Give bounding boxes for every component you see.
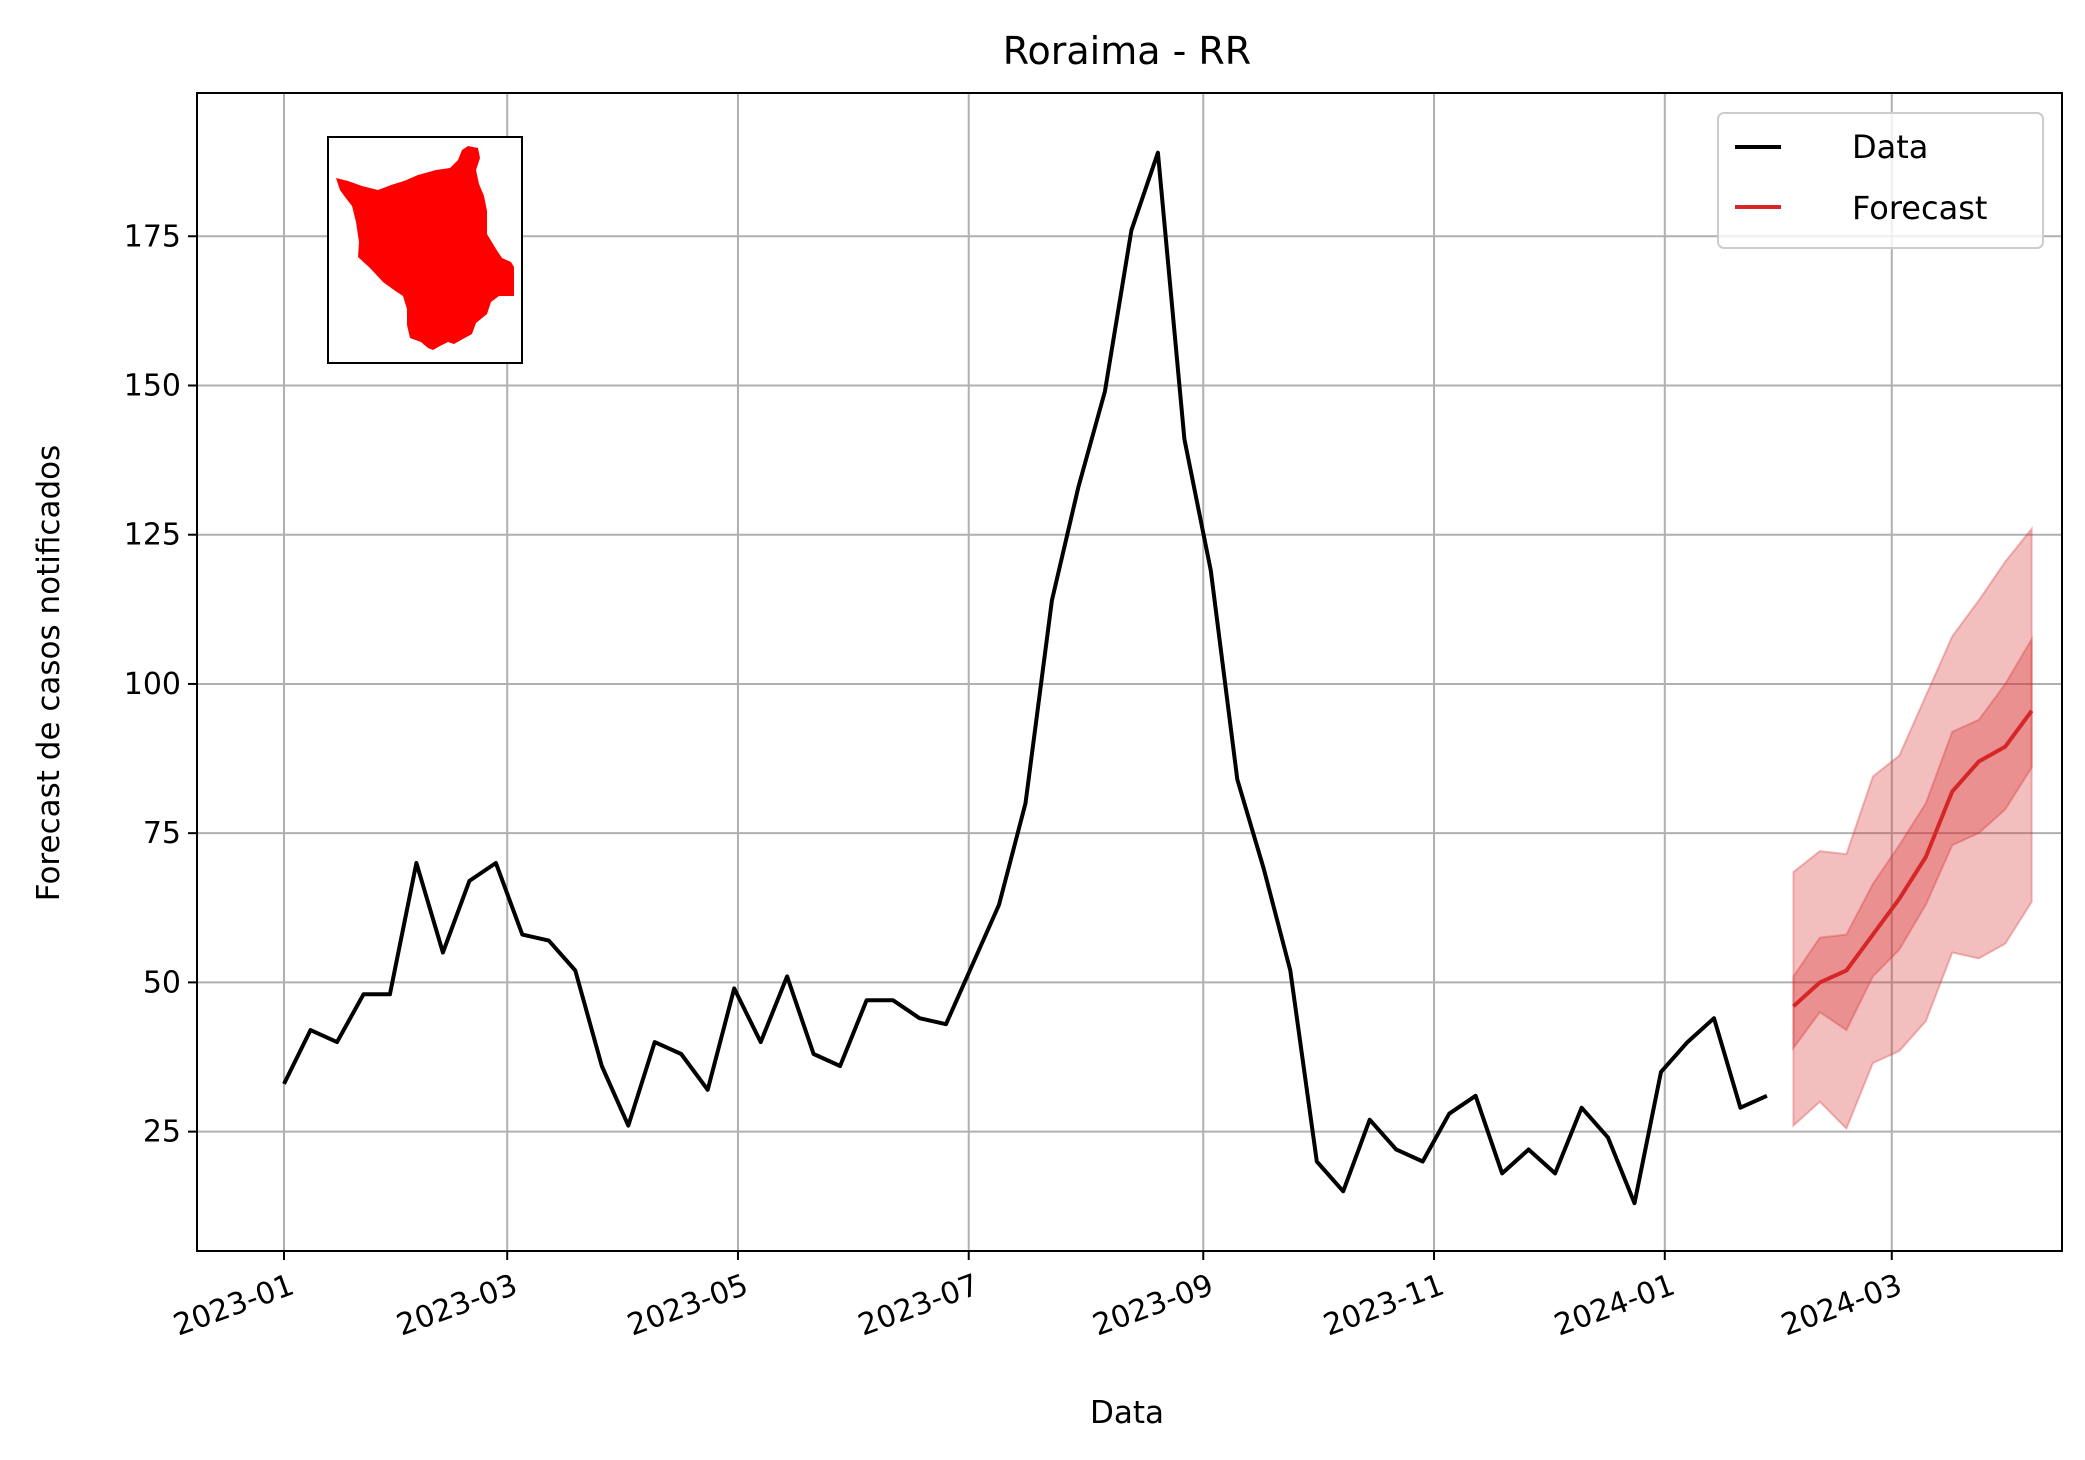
y-tick-label: 100 — [124, 667, 181, 702]
legend-data-label: Data — [1852, 128, 1928, 166]
forecast-outer-band — [1792, 525, 2033, 1131]
y-tick-label: 150 — [124, 368, 181, 403]
y-tick-label: 125 — [124, 518, 181, 553]
plot-frame — [196, 92, 2063, 1252]
forecast-series-line — [1792, 709, 2034, 1008]
roraima-map-shape — [336, 146, 514, 350]
data-series-line — [282, 150, 1768, 1206]
y-tick-label: 50 — [143, 965, 181, 1000]
y-tick-label: 175 — [124, 219, 181, 254]
legend-box — [1717, 112, 2044, 249]
legend: Data Forecast — [1717, 112, 2044, 249]
chart-title: Roraima - RR — [1003, 29, 1251, 73]
inset-map — [327, 136, 523, 364]
forecast-inner-band — [1792, 635, 2033, 1052]
forecast-bands — [1792, 525, 2033, 1131]
y-tick-label: 25 — [143, 1115, 181, 1150]
legend-forecast-label: Forecast — [1852, 189, 1987, 227]
series-lines — [282, 150, 2034, 1206]
x-axis-title: Data — [1090, 1395, 1164, 1431]
y-tick-label: 75 — [143, 816, 181, 851]
y-axis-title: Forecast de casos notificados — [31, 445, 67, 902]
